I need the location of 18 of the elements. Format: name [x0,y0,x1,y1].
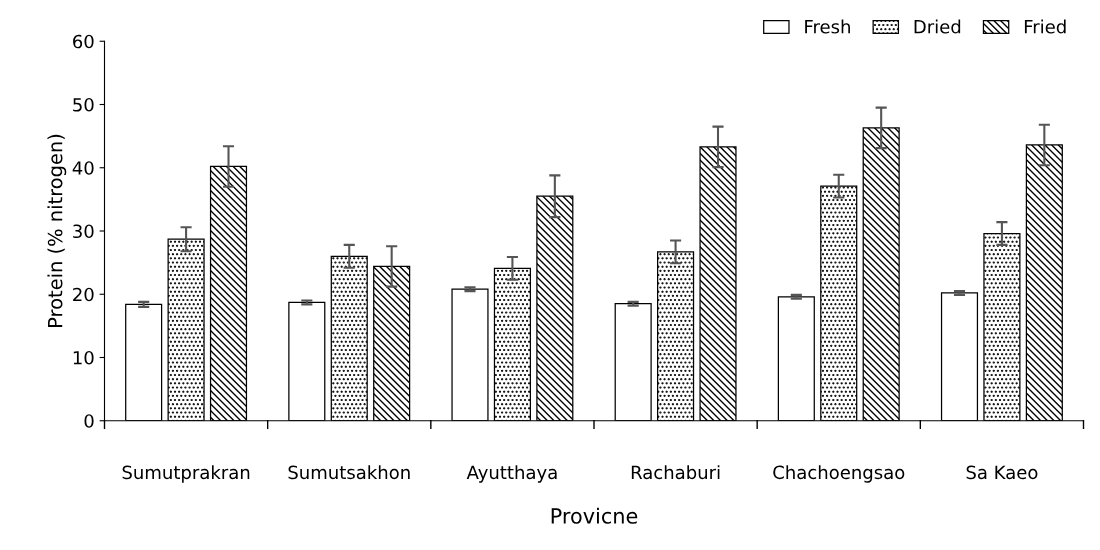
x-tick-label: Rachaburi [631,465,720,480]
legend-label: Fresh [805,19,850,34]
x-tick-label: Ayutthaya [466,465,557,483]
y-tick-label: 10 [73,350,94,365]
y-axis-title: Protein (% nitrogen) [47,134,67,327]
y-tick-label: 40 [72,161,94,175]
y-tick-label: 30 [73,224,94,239]
legend-label: Fried [1024,19,1066,34]
x-tick-label: Sumutprakran [122,465,250,483]
y-tick-label: 20 [73,287,94,302]
y-tick-label: 60 [73,34,94,49]
y-tick-label: 0 [84,414,94,428]
x-tick-label: Chachoengsao [773,465,905,483]
x-tick-label: Sumutsakhon [288,465,410,480]
legend-label: Dried [914,19,961,34]
y-tick-label: 50 [73,97,94,112]
x-tick-label: Sa Kaeo [966,465,1038,480]
x-axis-title: Provicne [551,507,638,524]
